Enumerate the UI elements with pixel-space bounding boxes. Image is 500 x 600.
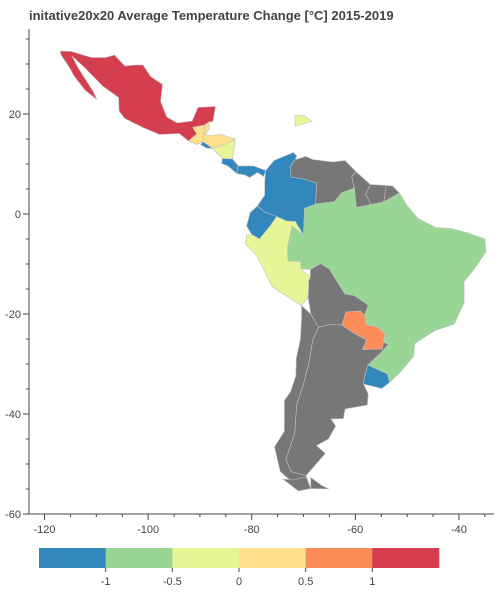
colorbar-tick-label: -0.5: [163, 576, 182, 588]
region-brazil[interactable]: [287, 187, 487, 384]
colorbar-segment: [172, 548, 240, 568]
region-el-salvador[interactable]: [200, 141, 214, 149]
x-tick-label: -120: [34, 524, 56, 536]
colorbar-segment: [305, 548, 373, 568]
colorbar-segment: [239, 548, 306, 568]
y-tick-label: -20: [5, 309, 21, 321]
region-panama[interactable]: [236, 165, 267, 178]
colorbar: -1 -0.5 0 0.5 1: [39, 548, 440, 588]
region-uruguay[interactable]: [363, 364, 390, 389]
map-title: initative20x20 Average Temperature Chang…: [29, 8, 394, 23]
region-nicaragua[interactable]: [211, 138, 236, 160]
colorbar-tick-label: 0.5: [298, 576, 313, 588]
x-tick-label: -100: [137, 524, 159, 536]
region-chile-part1[interactable]: [281, 476, 312, 492]
y-tick-label: 0: [15, 209, 21, 221]
region-mexico[interactable]: [59, 50, 216, 142]
y-tick-label: -60: [5, 509, 21, 521]
colorbar-segment: [105, 548, 173, 568]
colorbar-segment: [372, 548, 440, 568]
colorbar-tick-label: -1: [101, 576, 111, 588]
region-paraguay[interactable]: [341, 310, 386, 350]
colorbar-tick-label: 0: [236, 576, 242, 588]
x-tick-label: -40: [451, 524, 467, 536]
region-dominican-republic[interactable]: [294, 115, 313, 127]
y-tick-label: -40: [5, 409, 21, 421]
x-tick-label: -80: [244, 524, 260, 536]
axis-layer: -120 -100 -80 -60 -40 20 0 -20 -40 -60: [5, 29, 494, 536]
x-tick-label: -60: [347, 524, 363, 536]
y-tick-label: 20: [9, 109, 21, 121]
regions-layer: [59, 50, 487, 492]
region-belize[interactable]: [203, 121, 210, 135]
colorbar-segment: [39, 548, 106, 568]
region-costa-rica[interactable]: [221, 158, 239, 175]
region-argentina-part1[interactable]: [310, 476, 330, 490]
colorbar-tick-label: 1: [369, 576, 375, 588]
